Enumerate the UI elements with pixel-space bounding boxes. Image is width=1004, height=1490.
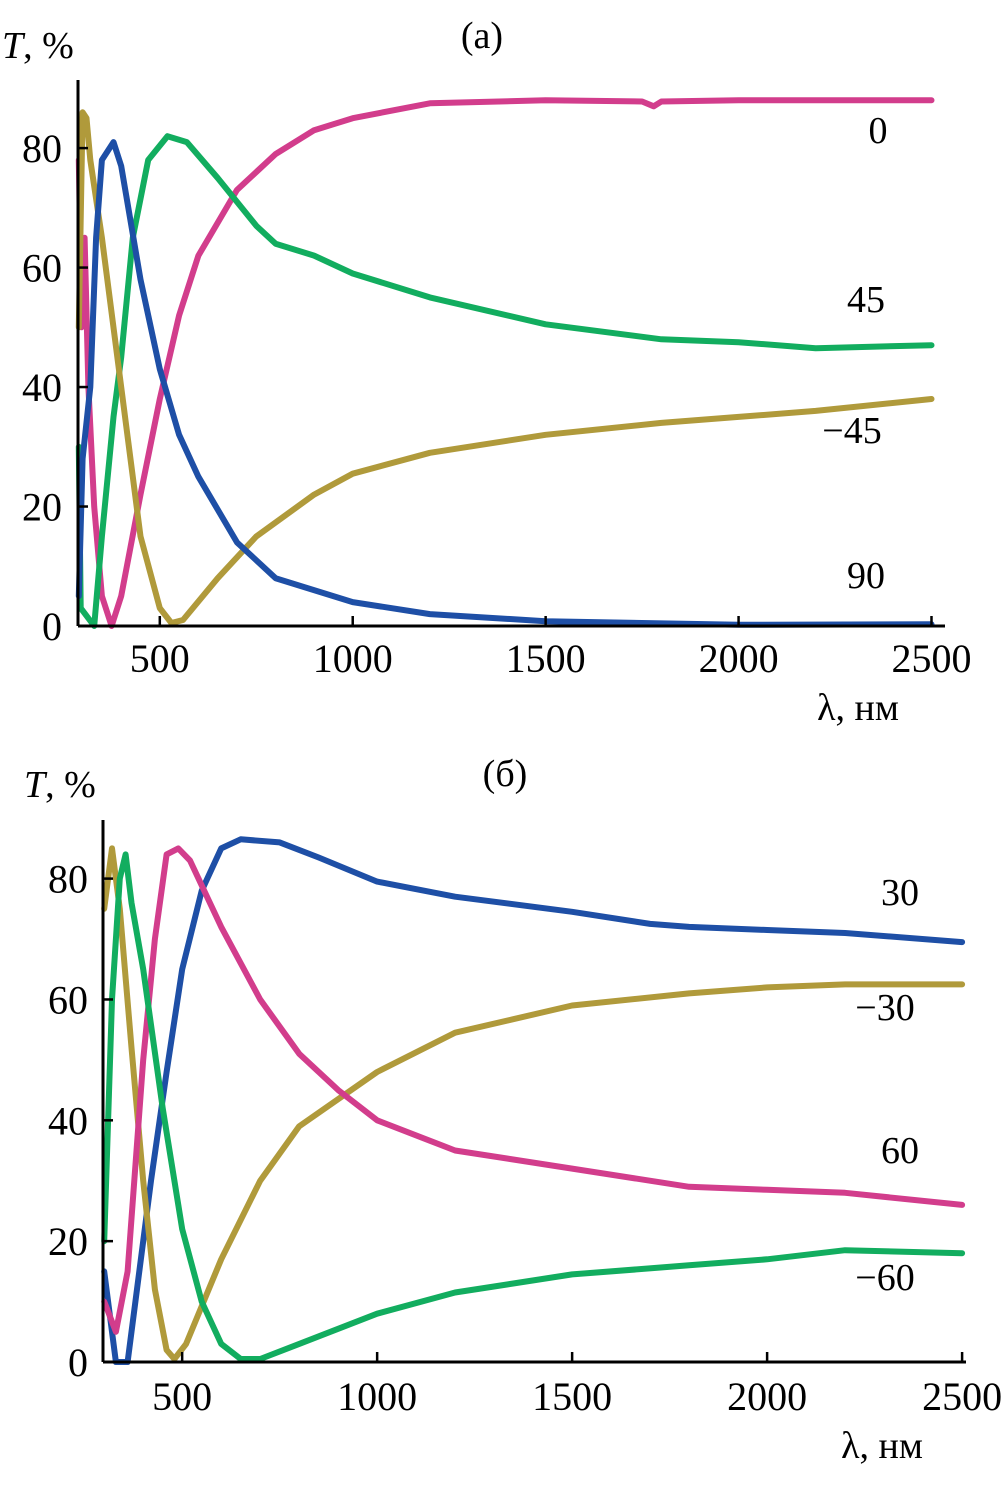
series-line-60 bbox=[101, 845, 966, 1335]
panel-title: (a) bbox=[461, 15, 503, 57]
series-label: 60 bbox=[881, 1130, 919, 1172]
series-label: 45 bbox=[847, 279, 885, 321]
x-tick-label: 1500 bbox=[532, 1374, 612, 1419]
y-tick-label: 60 bbox=[22, 246, 62, 291]
x-tick-label: 2500 bbox=[891, 636, 971, 681]
x-tick-label: 2000 bbox=[699, 636, 779, 681]
y-tick-label: 0 bbox=[42, 604, 62, 649]
y-tick-label: 80 bbox=[48, 857, 88, 902]
y-axis-label-symbol: T bbox=[2, 25, 26, 67]
panel-1: 30 −30 60 −60 0 20 40 60 80 500 1000 1500 2000 2500 (б… bbox=[24, 753, 1002, 1467]
y-tick-label: 0 bbox=[68, 1340, 88, 1385]
x-axis-label: λ, нм bbox=[841, 1425, 923, 1467]
series-label: −60 bbox=[855, 1257, 914, 1299]
series-line-0 bbox=[75, 97, 935, 629]
y-tick-label: 20 bbox=[22, 485, 62, 530]
y-tick-label: 80 bbox=[22, 126, 62, 171]
x-tick-label: 500 bbox=[130, 636, 190, 681]
series-line-30 bbox=[101, 836, 966, 1365]
x-tick-label: 2000 bbox=[727, 1374, 807, 1419]
y-axis-label-unit: , % bbox=[45, 764, 96, 806]
panel-title: (б) bbox=[483, 753, 528, 795]
y-tick-label: 60 bbox=[48, 977, 88, 1022]
x-tick-label: 1000 bbox=[337, 1374, 417, 1419]
x-axis-label: λ, нм bbox=[817, 687, 899, 729]
x-tick-label: 2500 bbox=[922, 1374, 1002, 1419]
series-line-−45 bbox=[75, 109, 935, 626]
y-tick-label: 20 bbox=[48, 1219, 88, 1264]
y-axis-label: T, % bbox=[24, 764, 96, 806]
series-label: −30 bbox=[855, 987, 914, 1029]
series-label: 30 bbox=[881, 872, 919, 914]
series-label: 90 bbox=[847, 555, 885, 597]
y-axis-label-symbol: T bbox=[24, 764, 48, 806]
x-tick-label: 1000 bbox=[313, 636, 393, 681]
series-line-−30 bbox=[101, 845, 966, 1362]
x-tick-label: 500 bbox=[152, 1374, 212, 1419]
y-tick-label: 40 bbox=[48, 1098, 88, 1143]
series-line-−60 bbox=[101, 851, 966, 1362]
series-line-90 bbox=[75, 139, 935, 628]
series-label: 0 bbox=[869, 110, 888, 152]
y-axis-label-unit: , % bbox=[23, 25, 74, 67]
x-tick-label: 1500 bbox=[506, 636, 586, 681]
y-tick-label: 40 bbox=[22, 365, 62, 410]
panel-0: 0 45 −45 90 0 20 40 60 80 500 1000 1500 2000 2500 (a) T… bbox=[2, 15, 971, 729]
y-axis-label: T, % bbox=[2, 25, 74, 67]
series-line-45 bbox=[75, 133, 935, 629]
series-label: −45 bbox=[822, 410, 881, 452]
